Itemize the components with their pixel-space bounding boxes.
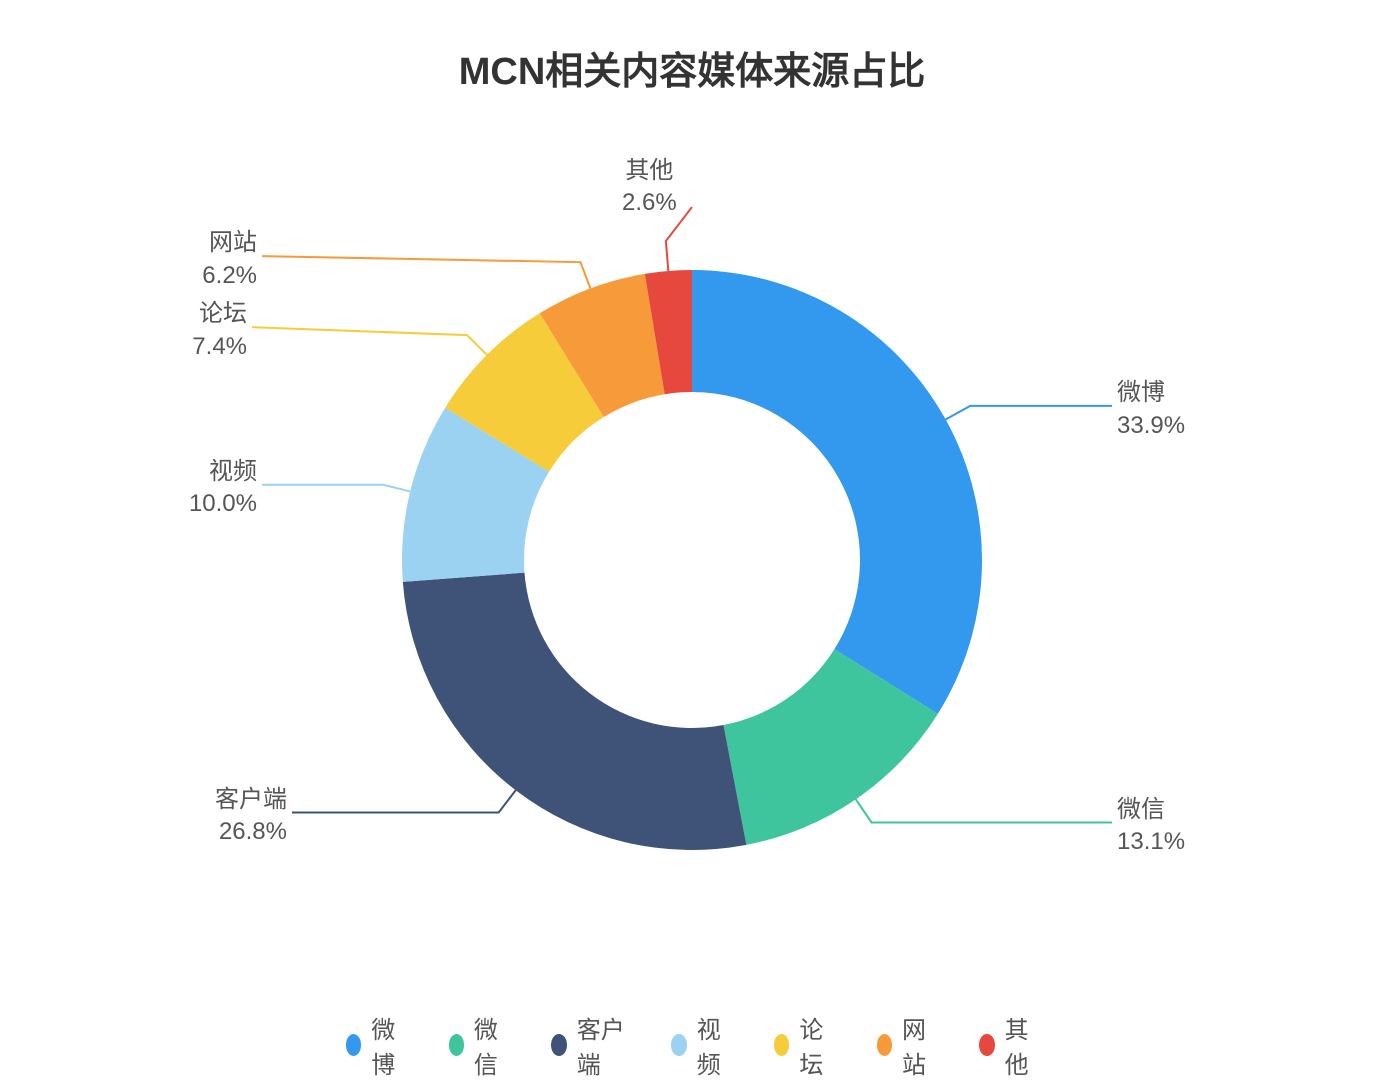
leader-line <box>292 790 516 812</box>
slice-label: 微博33.9% <box>1117 377 1185 442</box>
legend-label: 客户端 <box>577 1010 628 1080</box>
slice-label-name: 论坛 <box>127 298 247 330</box>
legend-swatch <box>551 1034 567 1056</box>
slice-label-name: 客户端 <box>167 784 287 816</box>
legend-label: 视频 <box>697 1010 730 1080</box>
legend-item: 视频 <box>671 1010 730 1080</box>
slice-label-pct: 26.8% <box>167 816 287 848</box>
leader-line <box>262 256 590 288</box>
legend-swatch <box>979 1034 994 1056</box>
slice-label-pct: 7.4% <box>127 331 247 363</box>
slice-label: 视频10.0% <box>137 456 257 521</box>
legend-label: 微博 <box>371 1010 404 1080</box>
legend-swatch <box>877 1034 892 1056</box>
slice-label-name: 微博 <box>1117 377 1185 409</box>
slice-label: 微信13.1% <box>1117 794 1185 859</box>
slice-label: 论坛7.4% <box>127 298 247 363</box>
legend-swatch <box>346 1034 361 1056</box>
slice-label-pct: 33.9% <box>1117 410 1185 442</box>
legend-label: 网站 <box>902 1010 935 1080</box>
slice-label-name: 视频 <box>137 456 257 488</box>
donut-svg <box>0 0 1384 1084</box>
legend-item: 客户端 <box>551 1010 627 1080</box>
slice-label-pct: 2.6% <box>622 187 677 219</box>
donut-slice <box>403 573 747 850</box>
slice-label: 客户端26.8% <box>167 784 287 849</box>
legend-item: 其他 <box>979 1010 1038 1080</box>
leader-line <box>252 327 487 355</box>
legend-swatch <box>671 1034 686 1056</box>
legend-label: 其他 <box>1005 1010 1038 1080</box>
legend-label: 论坛 <box>799 1010 832 1080</box>
donut-slice <box>692 270 982 714</box>
legend-swatch <box>774 1034 789 1056</box>
leader-line <box>856 799 1112 822</box>
slice-label-name: 网站 <box>137 227 257 259</box>
slice-label: 网站6.2% <box>137 227 257 292</box>
chart-legend: 微博微信 客户端 视频论坛网站其他 <box>346 1010 1038 1080</box>
legend-item: 论坛 <box>774 1010 833 1080</box>
slice-label-name: 其他 <box>622 155 677 187</box>
slice-label-pct: 10.0% <box>137 488 257 520</box>
slice-label-pct: 13.1% <box>1117 826 1185 858</box>
slice-label: 其他2.6% <box>622 155 677 220</box>
legend-item: 网站 <box>877 1010 936 1080</box>
donut-chart: MCN相关内容媒体来源占比 微博33.9%微信13.1%客户端26.8%视频10… <box>0 0 1384 1084</box>
legend-item: 微博 <box>346 1010 405 1080</box>
legend-swatch <box>449 1034 464 1056</box>
leader-line <box>946 406 1112 420</box>
slice-label-pct: 6.2% <box>137 260 257 292</box>
slice-label-name: 微信 <box>1117 794 1185 826</box>
legend-item: 微信 <box>449 1010 508 1080</box>
leader-line <box>262 485 410 492</box>
legend-label: 微信 <box>474 1010 507 1080</box>
